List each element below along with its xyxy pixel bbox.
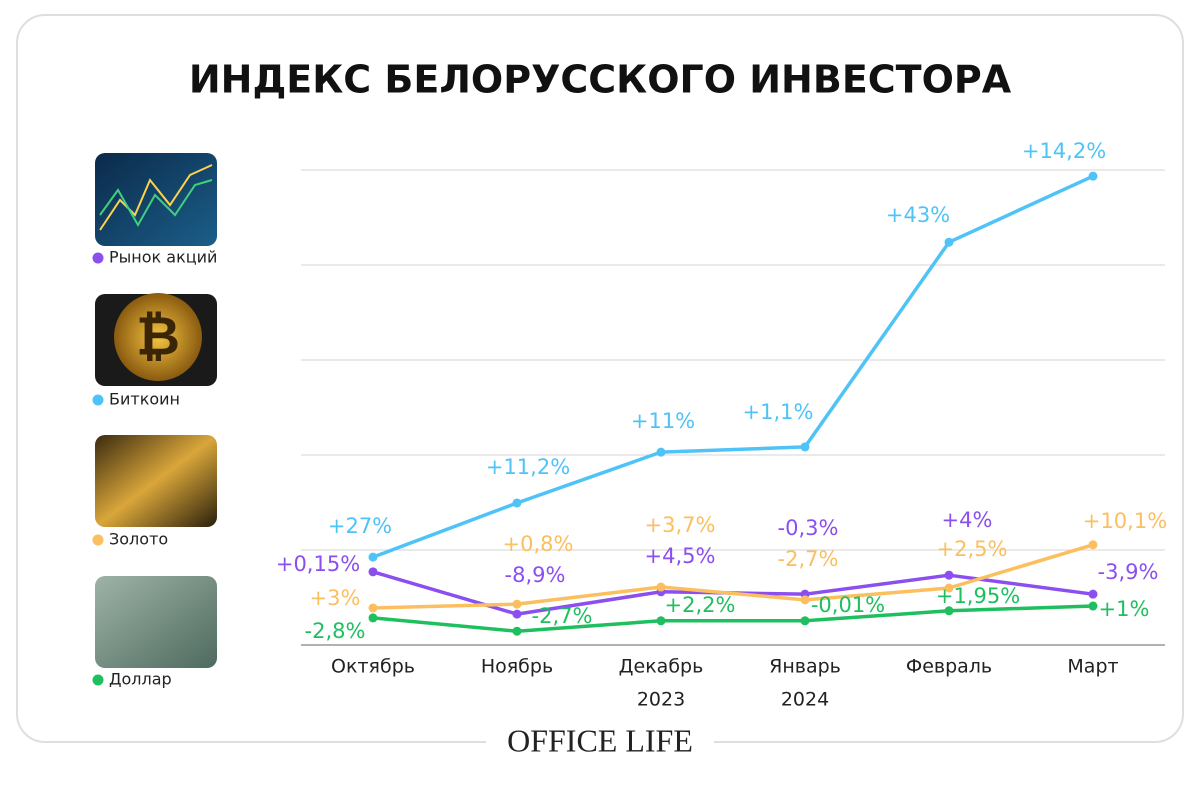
data-label: +11,2% <box>486 455 570 479</box>
data-label: +2,2% <box>665 593 736 617</box>
chart-title: ИНДЕКС БЕЛОРУССКОГО ИНВЕСТОРА <box>189 58 1012 102</box>
brand: OFFICE LIFE <box>507 722 693 758</box>
data-label: +3% <box>310 586 361 610</box>
legend-label: Биткоин <box>109 390 180 409</box>
data-label: +1,95% <box>936 584 1020 608</box>
point <box>944 606 954 616</box>
series-line <box>372 174 1094 559</box>
point <box>1088 171 1098 181</box>
data-label: -8,9% <box>505 563 566 587</box>
point <box>800 616 810 626</box>
legend-image <box>95 435 217 527</box>
legend-images: ₿ <box>95 153 217 668</box>
data-label: +4% <box>942 508 993 532</box>
point <box>656 616 666 626</box>
series-line <box>372 604 1094 633</box>
legend-marker <box>92 674 104 686</box>
data-label: -0,01% <box>811 593 885 617</box>
data-label: +14,2% <box>1022 139 1106 163</box>
point <box>368 603 378 613</box>
legend-marker <box>92 252 104 264</box>
point <box>800 595 810 605</box>
legend-image: ₿ <box>136 305 180 368</box>
data-label: +2,5% <box>937 537 1008 561</box>
point <box>368 552 378 562</box>
point <box>1088 540 1098 550</box>
point <box>512 626 522 636</box>
point <box>656 582 666 592</box>
x-tick-label: Январь <box>769 656 841 678</box>
data-label: +0,8% <box>503 532 574 556</box>
point <box>944 583 954 593</box>
point <box>512 609 522 619</box>
point <box>800 442 810 452</box>
point <box>1088 589 1098 599</box>
legend-image <box>114 293 202 381</box>
series-line <box>372 543 1094 610</box>
data-label: +27% <box>328 514 392 538</box>
data-label: -0,3% <box>778 516 839 540</box>
legend-image <box>99 179 213 228</box>
x-tick-year: 2024 <box>781 689 829 711</box>
legend-label: Золото <box>109 530 168 549</box>
x-tick-label: Декабрь <box>619 656 704 678</box>
legend-image <box>95 576 217 668</box>
point <box>512 498 522 508</box>
data-label: +4,5% <box>645 544 716 568</box>
x-tick-year: 2023 <box>637 689 685 711</box>
data-label: +11% <box>631 409 695 433</box>
legend-marker <box>92 534 104 546</box>
x-tick-label: Октябрь <box>331 656 415 678</box>
data-label: -2,7% <box>532 604 593 628</box>
point <box>944 237 954 247</box>
plot: Октябрь Ноябрь Декабрь 2023 Январь 2024 Феврал… <box>92 139 1167 711</box>
data-label: +3,7% <box>645 513 716 537</box>
data-label: +0,15% <box>276 552 360 576</box>
data-label: -3,9% <box>1098 560 1159 584</box>
data-label: +10,1% <box>1083 509 1167 533</box>
data-label: -2,8% <box>305 619 366 643</box>
point <box>512 599 522 609</box>
data-label: +1,1% <box>743 400 814 424</box>
point <box>1088 601 1098 611</box>
data-label: -2,7% <box>778 547 839 571</box>
point <box>944 570 954 580</box>
x-tick-label: Март <box>1067 656 1118 678</box>
legend-marker <box>92 394 104 406</box>
legend-label: Рынок акций <box>109 248 217 267</box>
point <box>656 447 666 457</box>
legend-label: Доллар <box>109 670 172 689</box>
legend-image <box>95 153 217 246</box>
x-tick-label: Ноябрь <box>481 656 553 678</box>
data-label: +43% <box>886 203 950 227</box>
data-label: +1% <box>1099 597 1150 621</box>
point <box>368 567 378 577</box>
x-tick-label: Февраль <box>906 656 992 678</box>
point <box>368 613 378 623</box>
legend-image <box>99 164 213 231</box>
